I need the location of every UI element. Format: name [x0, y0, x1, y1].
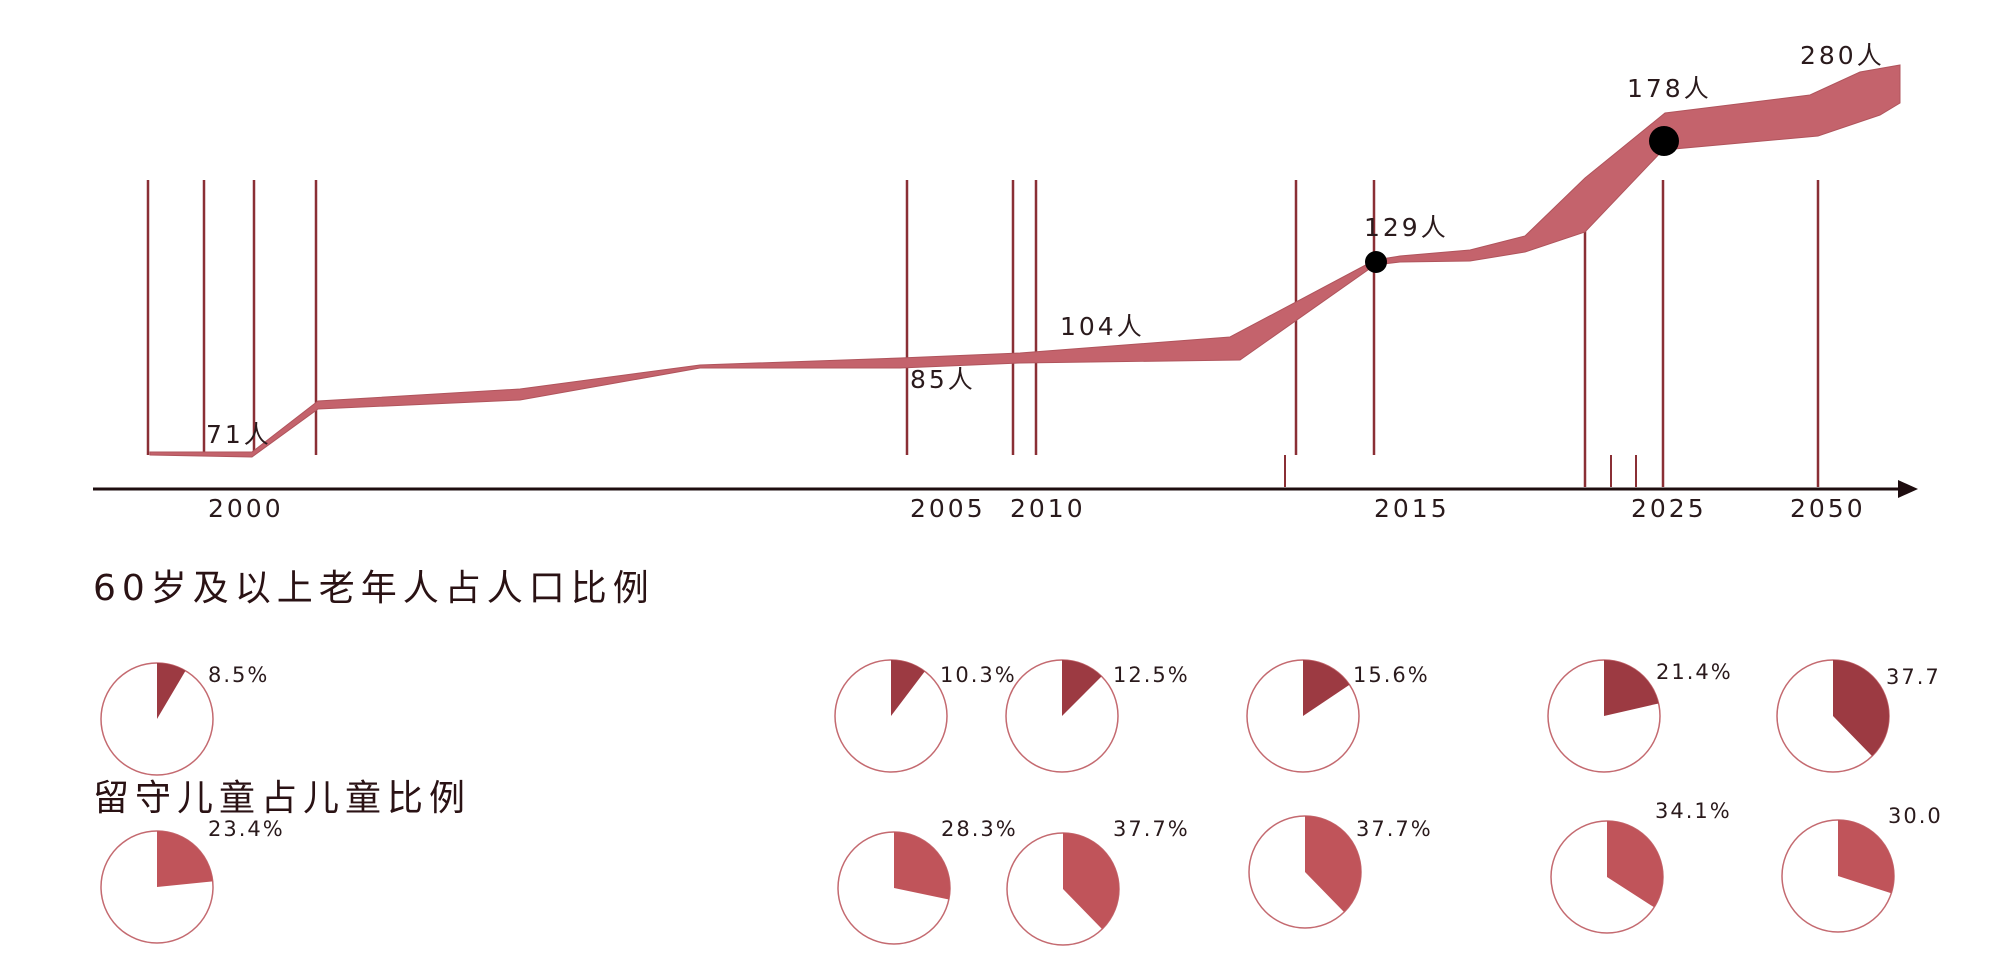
x-axis [93, 480, 1918, 498]
elderly-pie-label: 8.5% [208, 663, 269, 687]
value-labels: 71人 85人 104人 129人 178人 280人 [206, 41, 1885, 449]
elderly-pie-label: 12.5% [1113, 663, 1190, 687]
arrow-right-icon [1898, 480, 1918, 498]
elderly-pie: 37.7 [1776, 659, 1941, 773]
elderly-pie-slice [1062, 660, 1102, 716]
children-pie-slice [1607, 821, 1663, 908]
elderly-pie-label: 10.3% [940, 663, 1017, 687]
children-pie-label: 37.7% [1113, 817, 1190, 841]
elderly-pie: 21.4% [1547, 659, 1733, 773]
marker-dot-icon [1649, 126, 1679, 156]
children-pie-row: 23.4% 28.3% 37.7% 37.7% 34.1% 30.0 [100, 799, 1943, 946]
marker-dot-icon [1365, 251, 1387, 273]
elderly-pie-label: 37.7 [1886, 665, 1941, 689]
time-marker-lines [146, 180, 1820, 487]
value-label: 85人 [910, 365, 976, 394]
children-pie-label: 37.7% [1356, 817, 1433, 841]
children-ratio-title: 留守儿童占儿童比例 [93, 778, 471, 819]
children-pie-label: 30.0 [1888, 804, 1943, 828]
elderly-pie: 10.3% [834, 659, 1017, 773]
population-band [149, 64, 1901, 458]
elderly-pie-slice [1833, 660, 1890, 757]
x-tick-label: 2005 [910, 494, 986, 523]
children-pie: 37.7% [1006, 817, 1190, 946]
value-label: 178人 [1627, 74, 1712, 103]
children-pie: 37.7% [1248, 815, 1433, 929]
children-pie: 23.4% [100, 817, 285, 944]
children-pie-label: 28.3% [941, 817, 1018, 841]
elderly-pie-slice [891, 660, 925, 716]
elderly-pie: 12.5% [1005, 659, 1190, 773]
elderly-ratio-title: 60岁及以上老年人占人口比例 [93, 568, 655, 609]
highlight-markers [1365, 126, 1679, 273]
elderly-pie: 8.5% [100, 662, 269, 776]
elderly-pie-slice [157, 663, 186, 719]
value-label: 104人 [1060, 312, 1145, 341]
children-pie-label: 34.1% [1655, 799, 1732, 823]
elderly-pie-label: 21.4% [1656, 660, 1733, 684]
children-pie-slice [1063, 833, 1120, 930]
value-label: 71人 [206, 420, 272, 449]
children-pie-slice [1305, 816, 1362, 913]
children-pie: 28.3% [837, 817, 1018, 945]
children-pie-slice [157, 831, 213, 887]
elderly-pie-slice [1604, 660, 1659, 716]
elderly-pie: 15.6% [1246, 659, 1430, 773]
x-tick-label: 2025 [1631, 494, 1707, 523]
children-pie: 30.0 [1781, 804, 1943, 933]
elderly-pie-row: 8.5% 10.3% 12.5% 15.6% 21.4% 37.7 [100, 659, 1941, 776]
elderly-pie-slice [1303, 660, 1350, 716]
x-tick-labels: 2000 2005 2010 2015 2025 2050 [208, 494, 1866, 523]
x-tick-label: 2050 [1790, 494, 1866, 523]
children-pie-slice [1838, 820, 1894, 894]
x-tick-label: 2010 [1010, 494, 1086, 523]
children-pie-slice [894, 832, 950, 900]
x-tick-label: 2015 [1374, 494, 1450, 523]
children-pie-label: 23.4% [208, 817, 285, 841]
elderly-pie-label: 15.6% [1353, 663, 1430, 687]
x-tick-label: 2000 [208, 494, 284, 523]
children-pie: 34.1% [1550, 799, 1732, 934]
value-label: 280人 [1800, 41, 1885, 70]
value-label: 129人 [1364, 213, 1449, 242]
